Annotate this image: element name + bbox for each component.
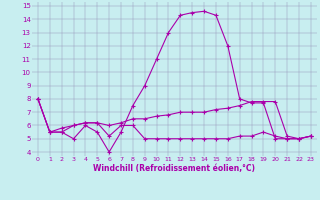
X-axis label: Windchill (Refroidissement éolien,°C): Windchill (Refroidissement éolien,°C) [93, 164, 255, 173]
